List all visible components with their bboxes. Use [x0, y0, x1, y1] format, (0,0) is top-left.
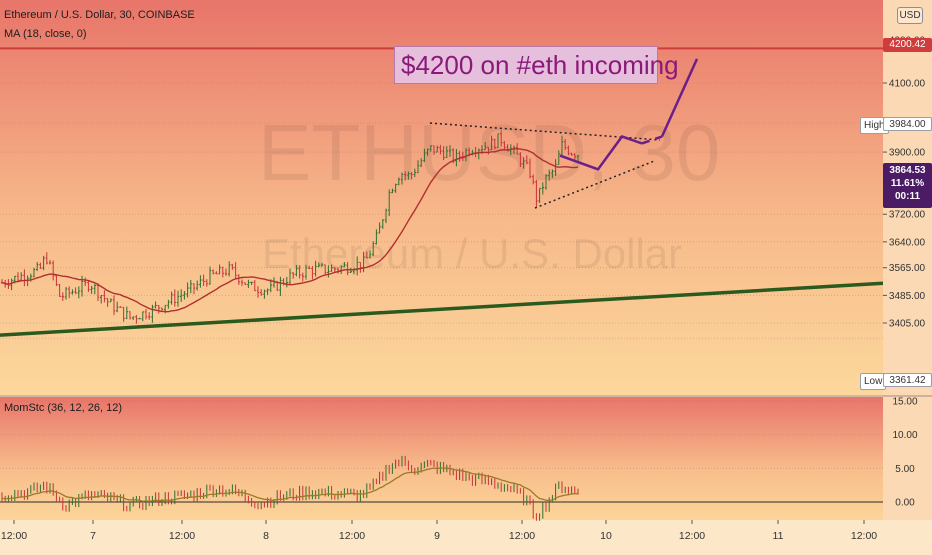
candle-countdown: 00:11	[894, 191, 921, 202]
time-tick-label: 9	[434, 530, 440, 542]
triangle-lower-line	[534, 160, 656, 209]
forecast-path-dashed	[641, 135, 663, 145]
time-axis[interactable]: 12:00 7 12:00 8 12:00 9 12:00 10 12:00 11 12:00	[1, 520, 877, 542]
time-tick-label: 12:00	[1, 530, 27, 542]
oscillator-label[interactable]: MomStc (36, 12, 26, 12)	[4, 402, 122, 414]
time-tick-label: 12:00	[851, 530, 877, 542]
price-tick-label: 3900.00	[889, 148, 926, 159]
time-tick-label: 8	[263, 530, 269, 542]
time-tick-label: 12:00	[509, 530, 535, 542]
target-price-label: 4200.42	[883, 38, 932, 52]
current-price: 3864.53	[889, 165, 926, 176]
time-tick-label: 10	[600, 530, 612, 542]
oscillator-panel-bg	[0, 397, 883, 520]
current-price-box: 3864.53 11.61% 00:11	[883, 163, 932, 208]
watermark: ETHUSD, 30 Ethereum / U.S. Dollar	[258, 108, 720, 277]
price-tick-label: 3485.00	[889, 291, 926, 302]
osc-tick-label: 0.00	[895, 498, 915, 509]
time-tick-label: 12:00	[339, 530, 365, 542]
low-flag: Low	[860, 373, 887, 390]
price-axis-bg	[883, 0, 932, 520]
price-tick-label: 3720.00	[889, 210, 926, 221]
candles	[0, 130, 580, 324]
time-axis-bg	[0, 520, 932, 550]
ma-indicator-label[interactable]: MA (18, close, 0)	[4, 28, 87, 40]
oscillator-axis[interactable]: 15.00 10.00 5.00 0.00	[892, 397, 917, 509]
time-tick-label: 7	[90, 530, 96, 542]
support-trendline	[0, 281, 884, 337]
current-change: 11.61%	[890, 178, 925, 189]
price-tick-label: 3565.00	[889, 263, 926, 274]
time-tick-label: 12:00	[679, 530, 705, 542]
time-tick-label: 11	[773, 530, 784, 542]
triangle-upper-line	[429, 122, 661, 141]
high-value-label: 3984.00	[883, 117, 932, 131]
forecast-path-breakout	[660, 58, 699, 138]
oscillator	[0, 455, 883, 521]
annotation-note[interactable]: $4200 on #eth incoming	[394, 46, 679, 84]
osc-signal-line	[1, 467, 579, 502]
currency-button[interactable]: USD	[897, 7, 923, 24]
low-value-label: 3361.42	[883, 373, 932, 387]
ma-line	[1, 147, 579, 313]
price-tick-label: 4100.00	[889, 79, 926, 90]
price-tick-label: 3405.00	[889, 319, 926, 330]
time-tick-label: 12:00	[169, 530, 195, 542]
high-flag: High	[860, 117, 889, 134]
osc-tick-label: 15.00	[892, 397, 917, 408]
forecast-path-solid	[559, 135, 643, 171]
price-tick-label: 3640.00	[889, 237, 926, 248]
symbol-title[interactable]: Ethereum / U.S. Dollar, 30, COINBASE	[4, 9, 195, 21]
ma-path	[1, 147, 579, 313]
osc-tick-label: 5.00	[895, 464, 915, 475]
osc-tick-label: 10.00	[892, 430, 917, 441]
